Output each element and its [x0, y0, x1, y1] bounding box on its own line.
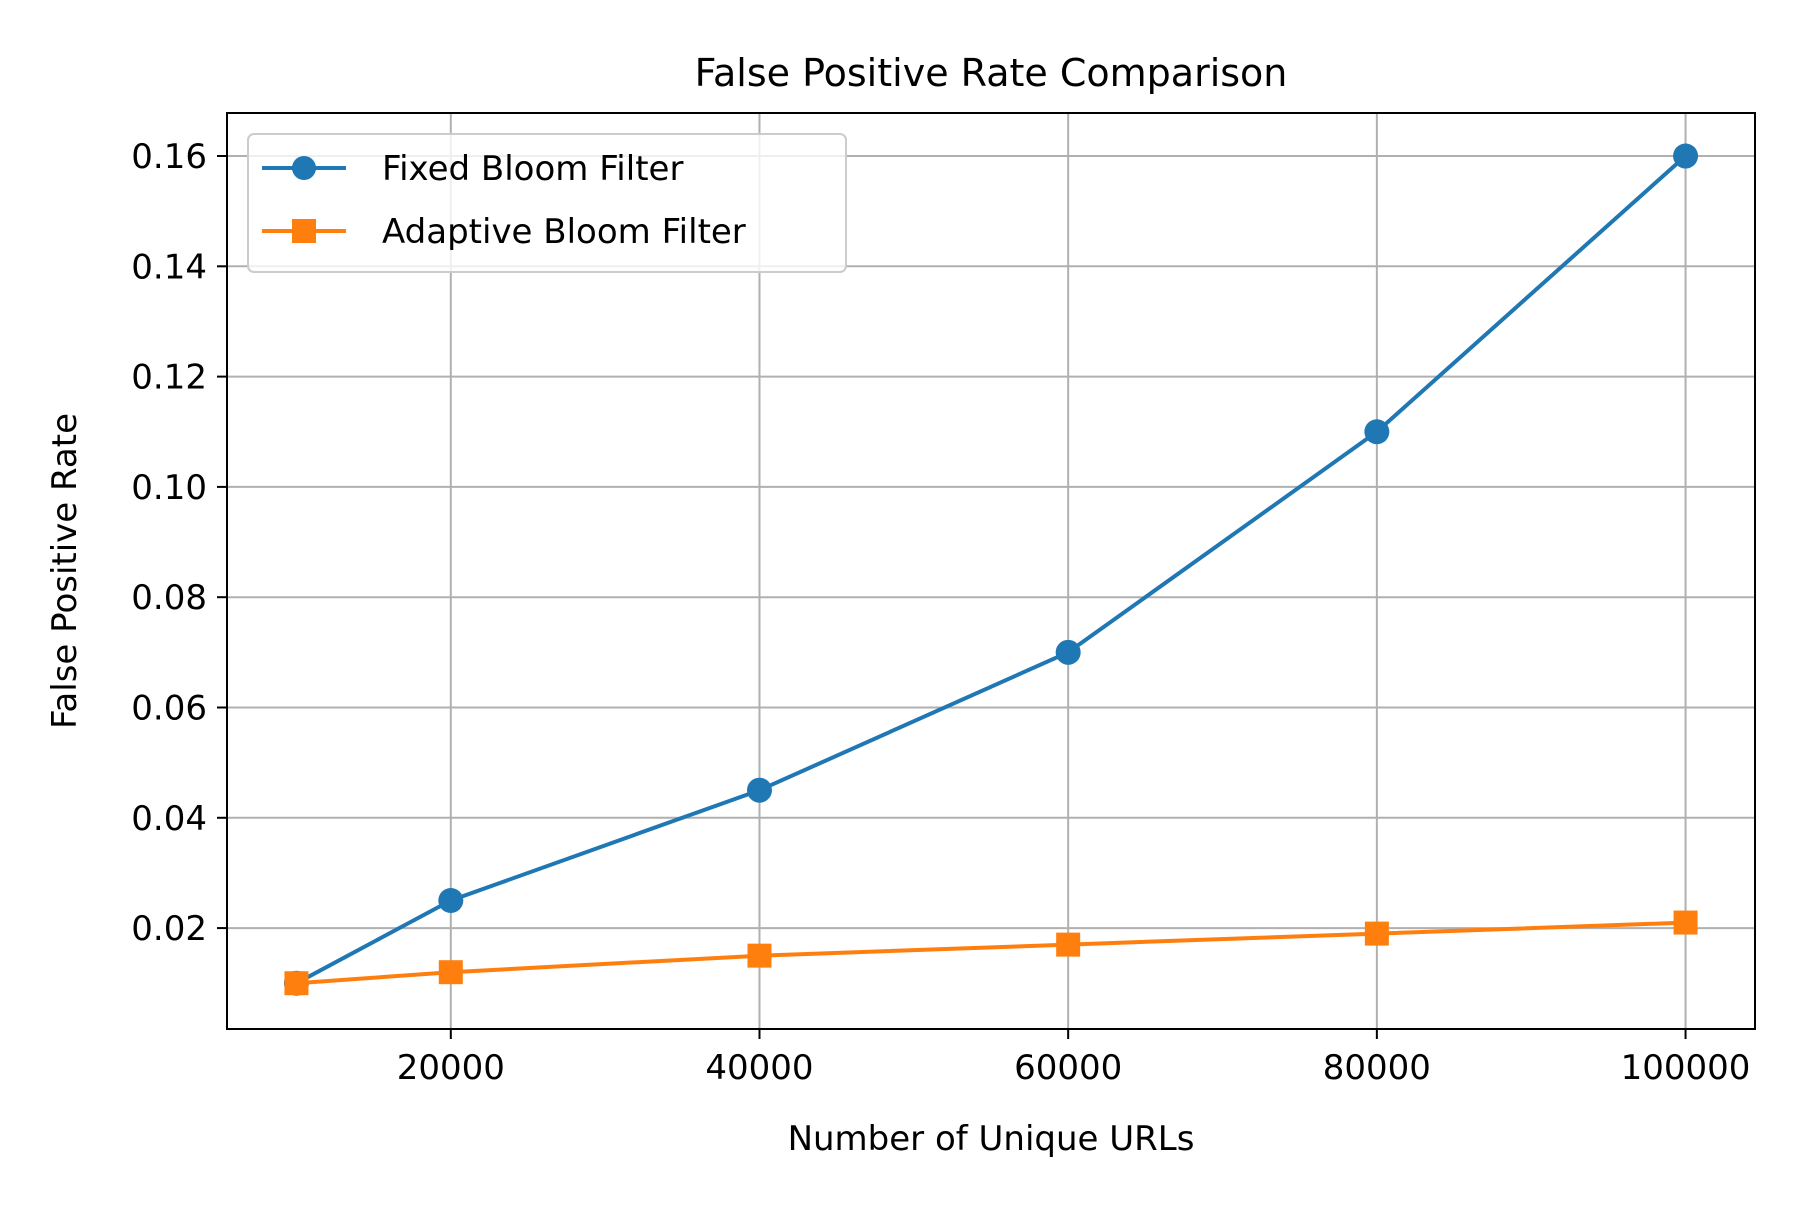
data-point: [438, 960, 463, 985]
y-tick-label: 0.02: [131, 909, 207, 949]
chart-title: False Positive Rate Comparison: [695, 51, 1288, 95]
data-point: [438, 888, 464, 914]
series-layer: [283, 143, 1699, 996]
series-line: [295, 154, 1687, 985]
data-point: [746, 777, 772, 803]
y-tick-label: 0.06: [131, 688, 207, 728]
x-axis-label: Number of Unique URLs: [788, 1119, 1195, 1159]
data-point: [1673, 143, 1699, 169]
data-point: [1364, 921, 1389, 946]
y-tick-label: 0.10: [131, 468, 207, 508]
x-tick-label: 20000: [397, 1048, 505, 1088]
ticks: 20000 40000 60000 80000 100000 0.02 0.04 0.06 0.…: [131, 137, 1750, 1088]
series-line: [296, 920, 1686, 986]
legend-box: [247, 133, 847, 273]
legend: Fixed Bloom Filter Adaptive Bloom Filter: [247, 133, 847, 273]
data-point: [1673, 910, 1698, 935]
x-tick-label: 100000: [1621, 1048, 1751, 1088]
y-tick-label: 0.16: [131, 137, 207, 177]
legend-marker: [292, 219, 316, 243]
y-tick-label: 0.08: [131, 578, 207, 618]
x-tick-label: 40000: [705, 1048, 813, 1088]
plot-frame: [226, 112, 1756, 1030]
y-tick-label: 0.14: [131, 247, 207, 287]
data-point: [1364, 419, 1390, 445]
data-point: [284, 971, 309, 996]
x-tick-label: 60000: [1014, 1048, 1122, 1088]
legend-label: Adaptive Bloom Filter: [382, 212, 746, 252]
data-point: [1056, 932, 1081, 957]
data-point: [747, 943, 772, 968]
grid: [227, 113, 1755, 1029]
legend-marker: [292, 156, 316, 180]
data-point: [1055, 639, 1081, 665]
y-axis-label: False Positive Rate: [45, 413, 85, 729]
y-tick-label: 0.12: [131, 358, 207, 398]
y-tick-label: 0.04: [131, 799, 207, 839]
legend-label: Fixed Bloom Filter: [382, 149, 683, 189]
x-tick-label: 80000: [1323, 1048, 1431, 1088]
series-adaptive-bloom-filter: [284, 910, 1698, 996]
